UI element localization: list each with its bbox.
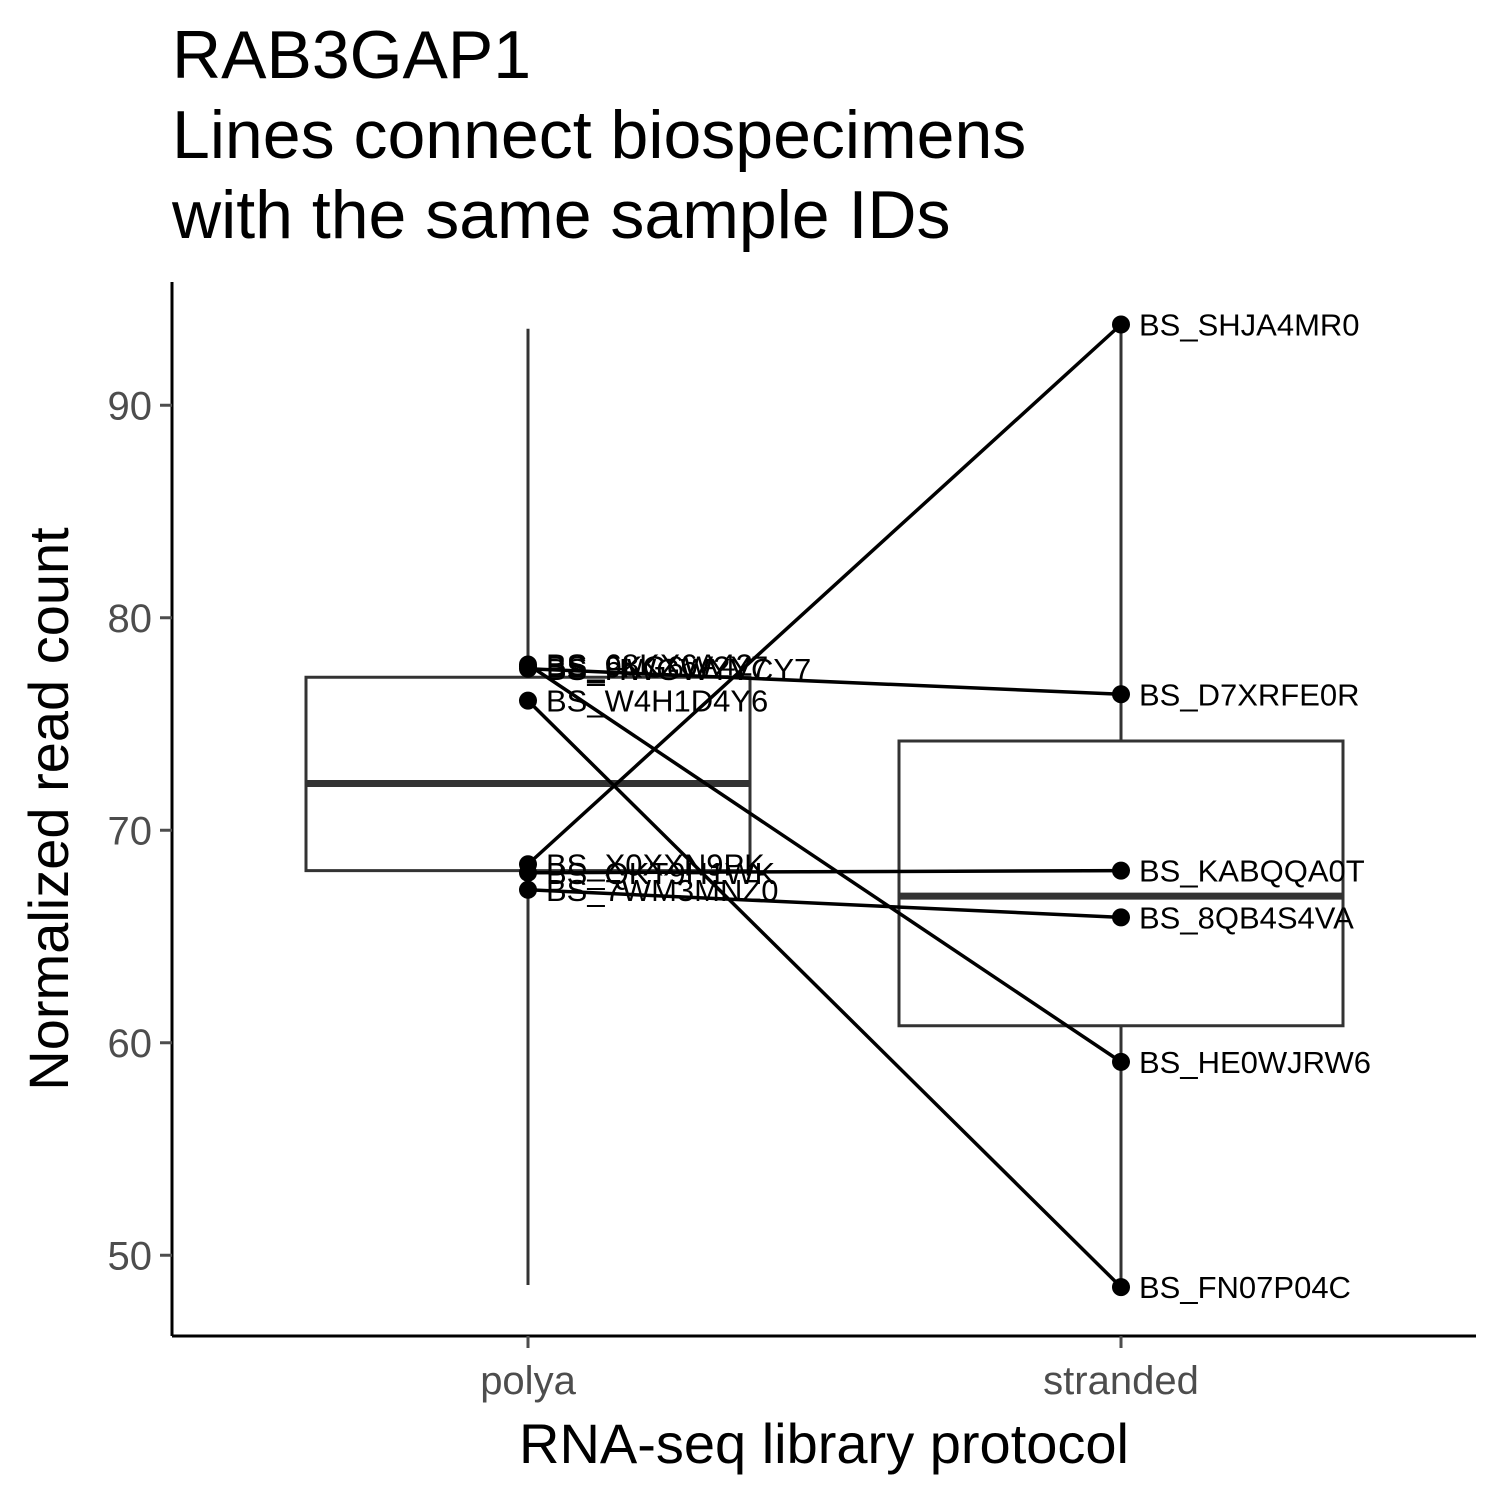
point-label-BS_9KG6W2Y7: BS_9KG6W2Y7 xyxy=(546,650,768,685)
point-BS_D7XRFE0R xyxy=(1112,685,1130,704)
y-tick-label-60: 60 xyxy=(108,1022,153,1066)
x-axis-title: RNA-seq library protocol xyxy=(519,1412,1129,1475)
pair-line-1 xyxy=(527,663,1122,1064)
x-tick-label-stranded: stranded xyxy=(1043,1359,1199,1403)
point-BS_HE0WJRW6 xyxy=(1112,1052,1130,1071)
point-label-BS_X0XXN9PK: BS_X0XXN9PK xyxy=(546,847,765,882)
point-label-BS_HWGWYVCY7: BS_HWGWYVCY7 xyxy=(546,652,811,687)
point-label-BS_W4H1D4Y6: BS_W4H1D4Y6 xyxy=(546,684,768,719)
point-BS_7WM3MNZ0 xyxy=(519,880,537,899)
y-tick-label-80: 80 xyxy=(108,597,153,641)
y-tick-label-90: 90 xyxy=(108,384,153,428)
pair-line-6 xyxy=(527,888,1122,920)
pair-line-2 xyxy=(527,667,1122,696)
point-BS_SHJA4MR0 xyxy=(1112,315,1130,334)
pair-line-3 xyxy=(526,699,1123,1289)
point-BS_8QB4S4VA xyxy=(1112,908,1130,927)
chart-title-line-3: with the same sample IDs xyxy=(171,177,951,253)
boxplots xyxy=(304,328,1345,1285)
chart-title-line-1: RAB3GAP1 xyxy=(172,17,531,93)
point-label-BS_8QB4S4VA: BS_8QB4S4VA xyxy=(1139,900,1354,935)
axes: 50 60 70 80 90 polya stranded xyxy=(108,282,1476,1403)
point-label-BS_FN07P04C: BS_FN07P04C xyxy=(1139,1270,1351,1305)
point-label-BS_KABQQA0T: BS_KABQQA0T xyxy=(1139,854,1365,889)
y-tick-label-50: 50 xyxy=(108,1234,153,1278)
point-label-BS_QKT9H1WK: BS_QKT9H1WK xyxy=(546,856,775,891)
point-label-BS_HE0WJRW6: BS_HE0WJRW6 xyxy=(1139,1045,1371,1080)
pair-line-4 xyxy=(526,323,1123,866)
box-stranded xyxy=(897,739,1345,1028)
point-BS_FN07P04C xyxy=(1112,1278,1130,1297)
point-label-BS_SHJA4MR0: BS_SHJA4MR0 xyxy=(1139,308,1360,343)
pair-lines xyxy=(526,323,1123,1289)
point-BS_HWGWYVCY7 xyxy=(519,659,537,678)
point-label-BS_D7XRFE0R: BS_D7XRFE0R xyxy=(1139,677,1360,712)
y-axis-title: Normalized read count xyxy=(17,527,80,1091)
point-BS_QKT9H1WK xyxy=(519,863,537,882)
chart-title-line-2: Lines connect biospecimens xyxy=(172,97,1026,173)
y-tick-label-70: 70 xyxy=(108,809,153,853)
pair-line-5 xyxy=(527,868,1122,875)
x-tick-label-polya: polya xyxy=(480,1359,576,1403)
point-label-BS_68KX6A42: BS_68KX6A42 xyxy=(546,648,753,683)
point-BS_KABQQA0T xyxy=(1112,861,1130,880)
point-BS_W4H1D4Y6 xyxy=(519,691,537,710)
data-points: BS_68KX6A42BS_9KG6W2Y7BS_HWGWYVCY7BS_W4H… xyxy=(519,308,1371,1305)
point-label-BS_7WM3MNZ0: BS_7WM3MNZ0 xyxy=(546,873,779,908)
